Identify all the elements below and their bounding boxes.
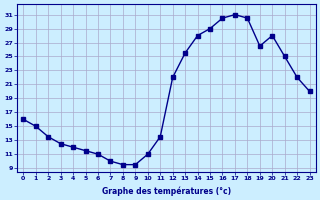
X-axis label: Graphe des températures (°c): Graphe des températures (°c) bbox=[102, 186, 231, 196]
